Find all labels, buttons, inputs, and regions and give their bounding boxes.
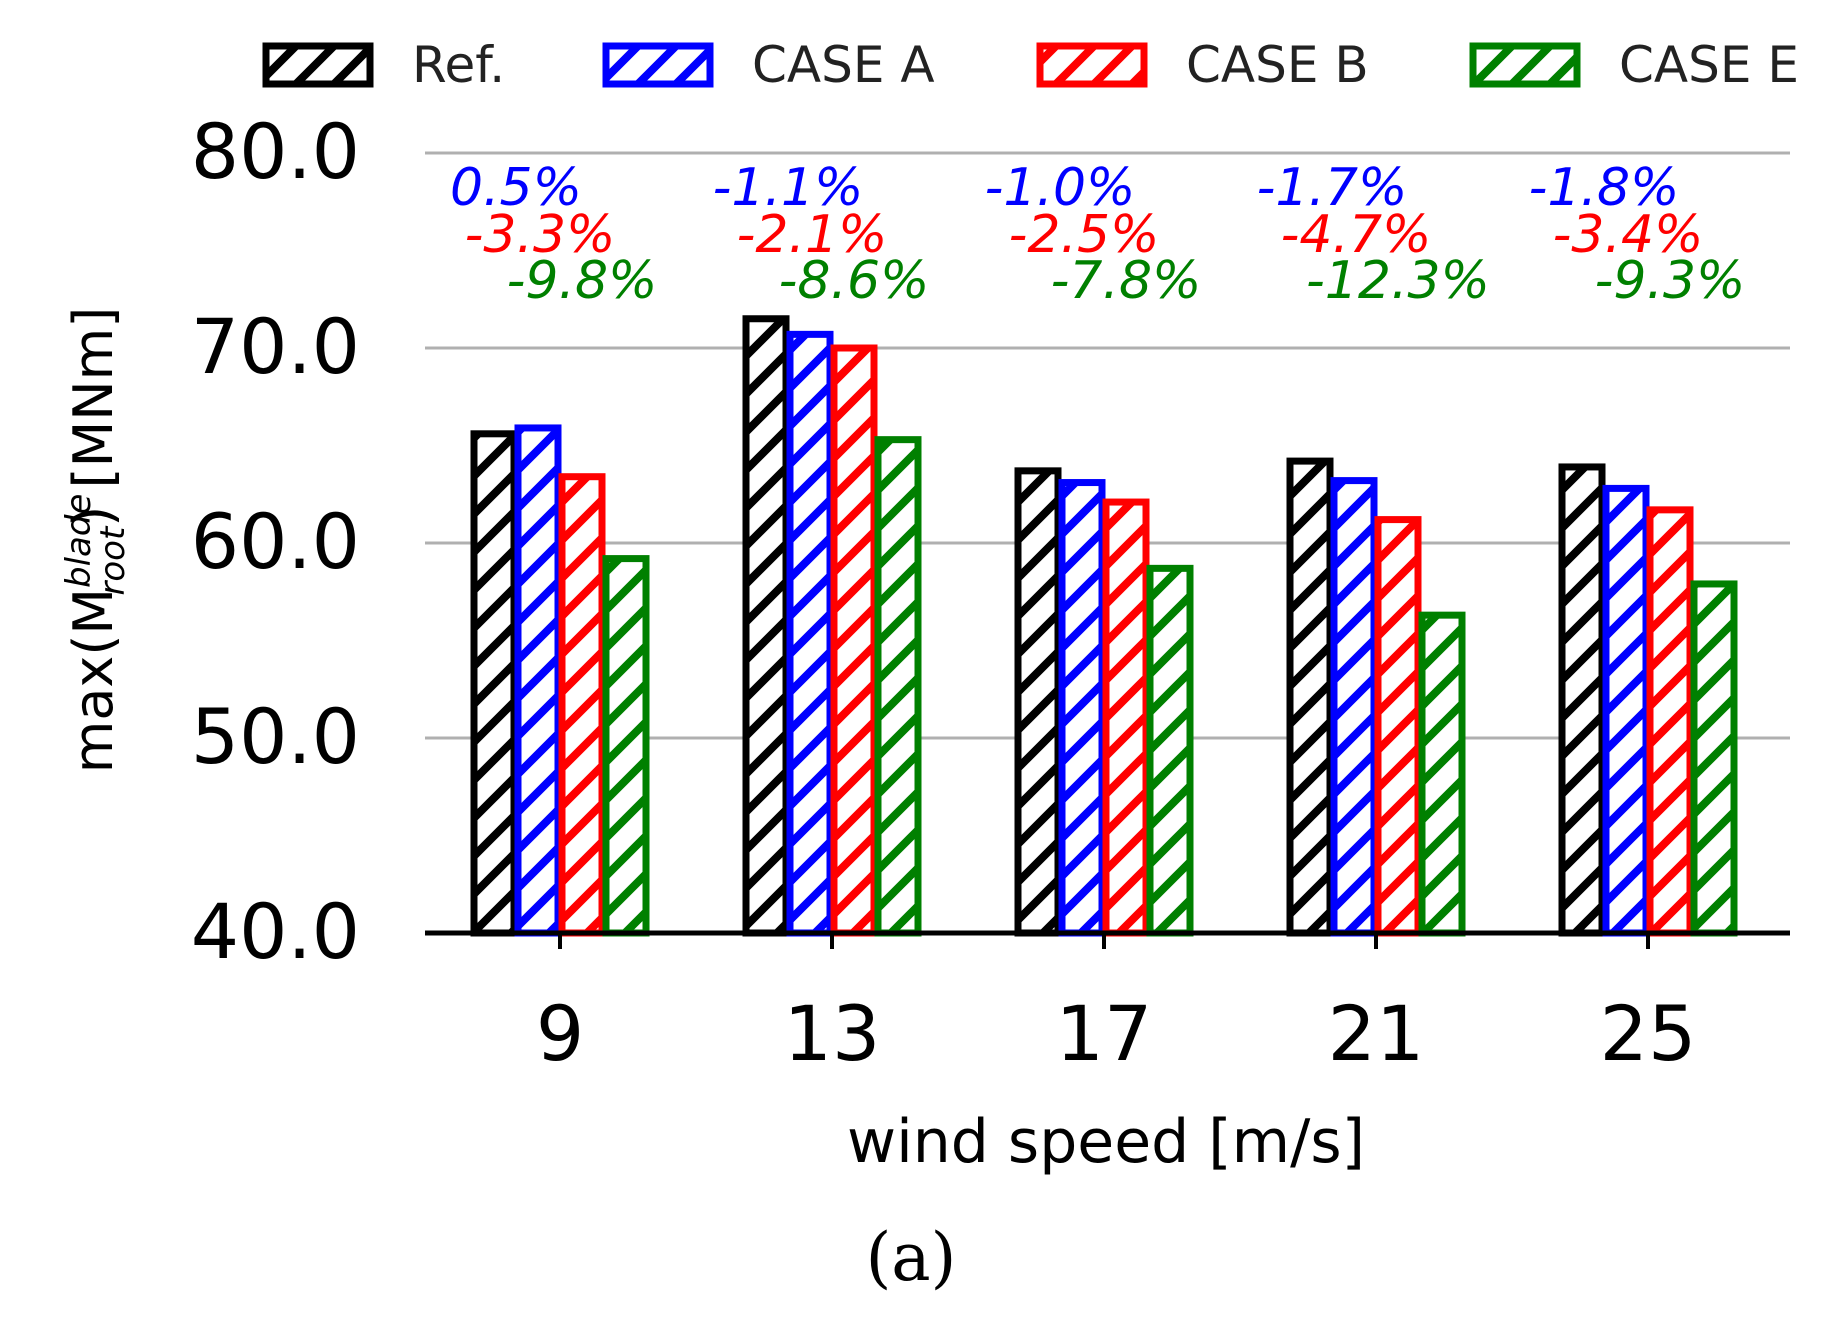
bar-case-e-13 <box>874 436 922 937</box>
y-tick-label: 70.0 <box>191 302 360 391</box>
bars <box>470 315 1738 937</box>
bar-case-b-13 <box>830 344 878 937</box>
legend-swatch <box>1469 42 1581 88</box>
bar-case-a-13 <box>786 330 834 937</box>
legend-item-case-b: CASE B <box>1036 36 1369 94</box>
axes: 40.0 50.0 60.0 70.0 80.0 9 13 17 21 25 <box>191 107 1790 1078</box>
annotation-case-b-21: -4.7% <box>1281 205 1432 265</box>
x-axis-label: wind speed [m/s] <box>847 1107 1365 1177</box>
annotation-case-b-25: -3.4% <box>1553 205 1704 265</box>
svg-text:max(Mbladeroot) [MNm]: max(Mbladeroot) [MNm] <box>59 307 133 774</box>
legend-label: CASE E <box>1619 36 1799 94</box>
legend-swatch <box>602 42 714 88</box>
panel-label: (a) <box>866 1219 957 1296</box>
ylabel-subscript: root <box>93 525 133 596</box>
annotation-case-e-9: -9.8% <box>507 251 658 311</box>
x-tick-label: 13 <box>784 989 881 1078</box>
percent-annotations: 0.5% -1.1% -1.0% -1.7% -1.8%-3.3% -2.1% -2.5% -… <box>450 158 1745 311</box>
bar-case-e-9 <box>602 555 650 937</box>
bar-ref-9 <box>470 430 518 937</box>
bar-case-e-21 <box>1418 611 1466 937</box>
x-tick-label: 9 <box>536 989 584 1078</box>
y-tick-label: 40.0 <box>191 887 360 976</box>
x-tick-label: 25 <box>1600 989 1697 1078</box>
y-tick-label: 50.0 <box>191 692 360 781</box>
bar-case-b-17 <box>1102 498 1150 937</box>
annotation-case-e-21: -12.3% <box>1306 251 1490 311</box>
annotation-case-a-25: -1.8% <box>1529 158 1680 218</box>
annotation-case-b-13: -2.1% <box>737 205 888 265</box>
bar-case-b-21 <box>1374 516 1422 937</box>
legend-swatch <box>1036 42 1148 88</box>
legend-label: Ref. <box>412 36 505 94</box>
x-tick-label: 17 <box>1056 989 1153 1078</box>
bar-case-b-9 <box>558 473 606 937</box>
ylabel-suffix: ) [MNm] <box>62 307 125 527</box>
ylabel-superscript: blade <box>59 494 99 588</box>
legend-label: CASE A <box>752 36 935 94</box>
annotation-case-b-17: -2.5% <box>1009 205 1160 265</box>
legend: Ref. CASE A CASE B CASE E <box>262 36 1799 94</box>
legend-label: CASE B <box>1186 36 1369 94</box>
bar-case-a-17 <box>1058 479 1106 937</box>
annotation-case-e-25: -9.3% <box>1595 251 1746 311</box>
bar-ref-25 <box>1558 463 1606 937</box>
annotation-case-b-9: -3.3% <box>465 205 616 265</box>
bar-ref-13 <box>742 315 790 937</box>
legend-item-ref: Ref. <box>262 36 505 94</box>
y-axis-label: max(Mbladeroot) [MNm] <box>59 307 133 774</box>
ylabel-prefix: max(M <box>62 588 125 773</box>
bar-case-e-25 <box>1690 580 1738 937</box>
annotation-case-a-17: -1.0% <box>985 158 1136 218</box>
annotation-case-a-9: 0.5% <box>450 158 582 218</box>
legend-swatch <box>262 42 374 88</box>
bar-case-b-25 <box>1646 506 1694 937</box>
legend-item-case-a: CASE A <box>602 36 935 94</box>
bar-case-a-21 <box>1330 477 1378 937</box>
y-tick-label: 80.0 <box>191 107 360 196</box>
legend-item-case-e: CASE E <box>1469 36 1799 94</box>
bar-ref-17 <box>1014 467 1062 937</box>
annotation-case-a-13: -1.1% <box>713 158 864 218</box>
bar-case-a-25 <box>1602 484 1650 937</box>
annotation-case-e-17: -7.8% <box>1051 251 1202 311</box>
annotation-case-a-21: -1.7% <box>1257 158 1408 218</box>
bar-case-a-9 <box>514 424 562 937</box>
bar-ref-21 <box>1286 457 1334 937</box>
bar-case-e-17 <box>1146 564 1194 937</box>
annotation-case-e-13: -8.6% <box>779 251 930 311</box>
y-tick-label: 60.0 <box>191 497 360 586</box>
x-tick-label: 21 <box>1328 989 1425 1078</box>
